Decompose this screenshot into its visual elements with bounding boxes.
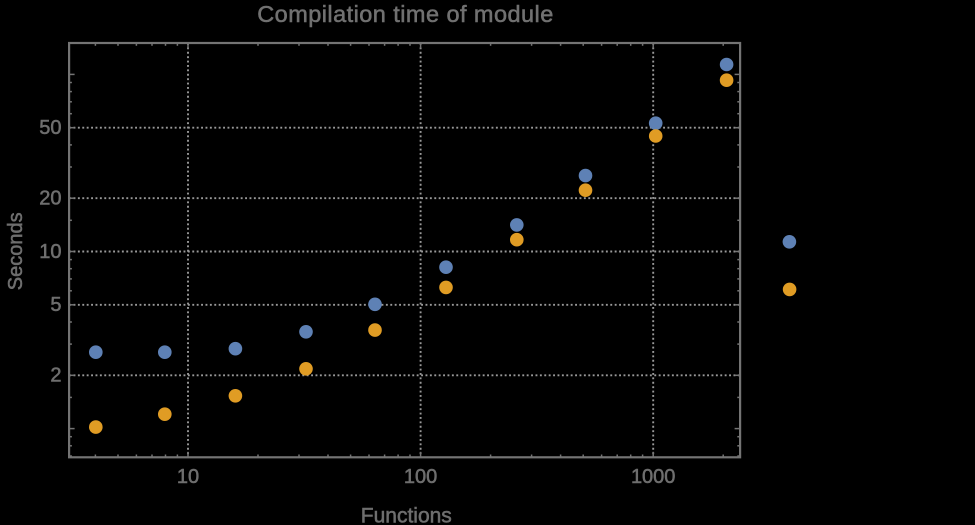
svg-text:Functions: Functions bbox=[361, 505, 452, 525]
svg-text:Compilation time of module: Compilation time of module bbox=[257, 1, 553, 27]
svg-text:1000: 1000 bbox=[631, 466, 676, 488]
svg-text:10: 10 bbox=[177, 466, 199, 488]
svg-text:2: 2 bbox=[50, 365, 61, 387]
svg-text:20: 20 bbox=[39, 188, 61, 210]
svg-text:100: 100 bbox=[404, 466, 437, 488]
svg-text:50: 50 bbox=[39, 117, 61, 139]
svg-text:Seconds: Seconds bbox=[5, 212, 27, 290]
svg-text:10: 10 bbox=[39, 241, 61, 263]
svg-text:5: 5 bbox=[50, 294, 61, 316]
